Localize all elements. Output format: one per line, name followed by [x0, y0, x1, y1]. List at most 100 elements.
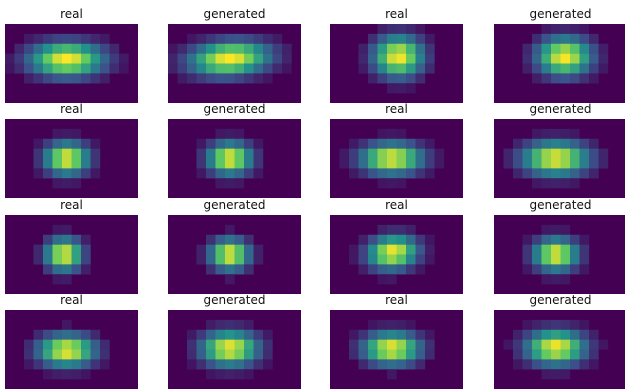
heatmap-cell [570, 138, 580, 149]
heatmap-cell [522, 148, 533, 159]
heatmap-cell [358, 53, 369, 64]
heatmap-cell [579, 244, 590, 255]
heatmap-cell [90, 158, 101, 169]
heatmap-cell [81, 349, 91, 360]
heatmap-cell [253, 244, 264, 255]
heatmap-cell [81, 329, 91, 340]
heatmap-cell [81, 63, 91, 74]
panel-r4-c2: generated [168, 292, 301, 389]
heatmap-cell [109, 63, 120, 74]
heatmap-cell [24, 349, 34, 360]
heatmap-cell [522, 43, 533, 54]
heatmap-cell [349, 244, 359, 255]
heatmap-cell [541, 339, 552, 350]
heatmap-cell [541, 319, 552, 330]
heatmap-cell [415, 53, 426, 64]
heatmap-cell [43, 43, 53, 54]
heatmap-cell [71, 33, 82, 44]
heatmap-cell [349, 339, 359, 350]
heatmap-cell [234, 244, 245, 255]
heatmap-cell [579, 234, 590, 245]
heatmap-cell [551, 138, 561, 149]
heatmap-cell [377, 128, 388, 139]
heatmap-cell [579, 264, 590, 275]
heatmap-cell [71, 53, 82, 64]
heatmap-cell [263, 53, 273, 64]
heatmap-cell [368, 148, 378, 159]
heatmap-cell [396, 359, 407, 370]
heatmap-cell [579, 53, 590, 64]
heatmap-cell [532, 319, 542, 330]
heatmap-image [494, 119, 625, 198]
heatmap-cell [598, 53, 609, 64]
heatmap-cell [396, 53, 407, 64]
heatmap-cell [434, 158, 445, 169]
heatmap-cell [349, 349, 359, 360]
heatmap-cell [206, 254, 216, 265]
heatmap-cell [532, 264, 542, 275]
heatmap-cell [225, 234, 235, 245]
heatmap-cell [196, 158, 207, 169]
heatmap-cell [90, 329, 101, 340]
heatmap-cell [196, 254, 207, 265]
heatmap-cell [415, 168, 426, 179]
heatmap-cell [81, 264, 91, 275]
heatmap-cell [71, 339, 82, 350]
heatmap-cell [560, 319, 571, 330]
heatmap-cell [234, 254, 245, 265]
heatmap-cell [225, 128, 235, 139]
heatmap-cell [253, 329, 264, 340]
heatmap-cell [377, 224, 388, 235]
heatmap-cell [589, 63, 599, 74]
heatmap-cell [406, 73, 416, 84]
heatmap-cell [215, 33, 226, 44]
heatmap-cell [225, 168, 235, 179]
heatmap-cell [52, 274, 63, 285]
heatmap-cell [396, 33, 407, 44]
heatmap-cell [532, 244, 542, 255]
heatmap-cell [5, 63, 15, 74]
heatmap-cell [62, 168, 72, 179]
heatmap-cell [513, 339, 523, 350]
heatmap-cell [244, 63, 254, 74]
heatmap-cell [589, 168, 599, 179]
heatmap-cell [81, 168, 91, 179]
heatmap-cell [560, 349, 571, 360]
heatmap-cell [253, 148, 264, 159]
heatmap-cell [215, 264, 226, 275]
heatmap-cell [43, 264, 53, 275]
heatmap-cell [43, 359, 53, 370]
panel-title: real [60, 102, 83, 116]
heatmap-cell [406, 264, 416, 275]
heatmap-cell [196, 63, 207, 74]
heatmap-cell [234, 178, 245, 189]
heatmap-cell [541, 234, 552, 245]
heatmap-cell [24, 33, 34, 44]
heatmap-cell [71, 168, 82, 179]
heatmap-cell [522, 244, 533, 255]
heatmap-cell [43, 63, 53, 74]
heatmap-cell [24, 53, 34, 64]
heatmap-cell [33, 168, 44, 179]
heatmap-cell [541, 359, 552, 370]
heatmap-cell [33, 138, 44, 149]
heatmap-cell [187, 43, 197, 54]
heatmap-cell [579, 24, 590, 35]
heatmap-cell [425, 168, 435, 179]
heatmap-cell [71, 138, 82, 149]
heatmap-cell [81, 138, 91, 149]
heatmap-cell [71, 244, 82, 255]
heatmap-cell [263, 43, 273, 54]
heatmap-cell [33, 43, 44, 54]
heatmap-cell [522, 329, 533, 340]
heatmap-cell [100, 339, 110, 350]
heatmap-cell [187, 339, 197, 350]
heatmap-cell [368, 234, 378, 245]
heatmap-cell [570, 63, 580, 74]
heatmap-cell [551, 349, 561, 360]
heatmap-cell [377, 148, 388, 159]
heatmap-cell [387, 234, 397, 245]
heatmap-image [168, 24, 301, 103]
heatmap-cell [387, 138, 397, 149]
heatmap-cell [234, 329, 245, 340]
